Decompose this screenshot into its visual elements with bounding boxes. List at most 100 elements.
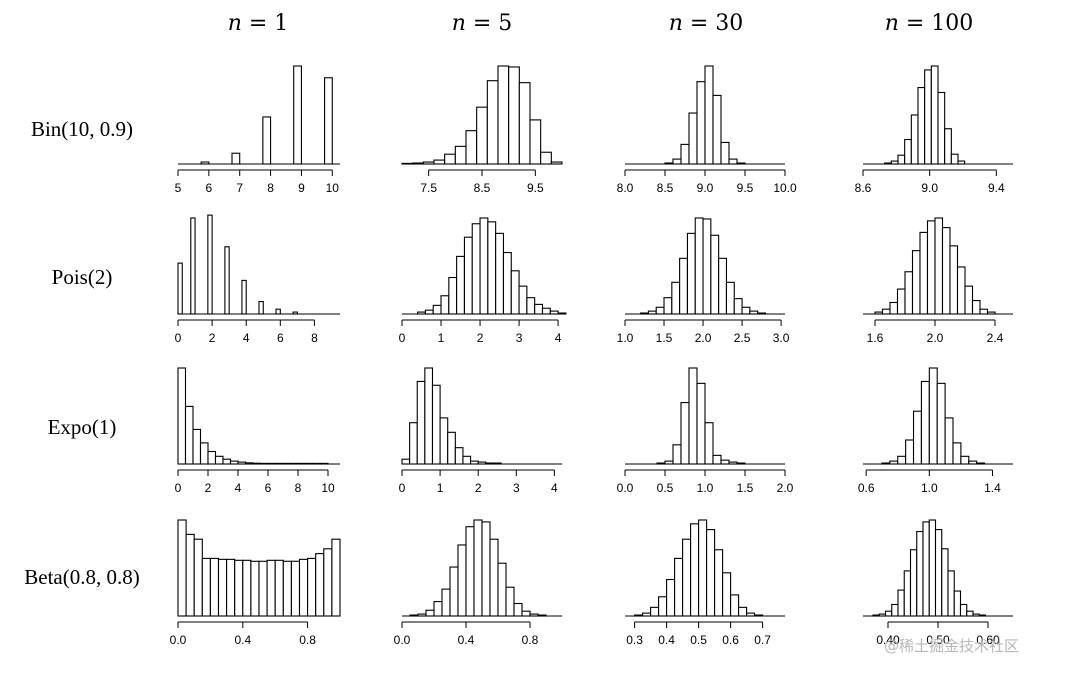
histogram-panel: 0.0 0.4 0.8 xyxy=(170,519,341,647)
histogram-bar xyxy=(944,128,952,165)
x-tick-label: 0.6 xyxy=(858,481,875,495)
histogram-bar xyxy=(704,422,714,465)
x-tick-label: 6 xyxy=(206,181,213,195)
histogram-bar xyxy=(409,422,418,465)
histogram-bar xyxy=(725,281,735,315)
histogram-bar xyxy=(250,560,260,617)
histogram-bar xyxy=(702,218,712,315)
histogram-bar xyxy=(416,380,426,465)
histogram-bar xyxy=(508,66,520,165)
column-title-equals: = xyxy=(683,11,715,36)
x-tick-label: 1.5 xyxy=(656,331,673,345)
histogram-bar xyxy=(513,602,523,617)
histogram-bar xyxy=(679,257,688,315)
x-tick-label: 9 xyxy=(298,181,305,195)
x-tick-label: 0.40 xyxy=(876,633,900,647)
histogram-bar xyxy=(439,417,449,465)
histogram-bar xyxy=(722,572,732,617)
histogram-bar xyxy=(226,558,236,617)
histogram-bar xyxy=(688,367,698,465)
histogram-bar xyxy=(917,87,926,165)
histogram-panel: 0 2 4 6 8 10 xyxy=(175,367,340,495)
x-tick-label: 0.4 xyxy=(234,633,251,647)
x-tick-label: 0 xyxy=(175,481,182,495)
histogram-bar xyxy=(324,77,333,165)
histogram-bar xyxy=(903,570,912,617)
histogram-panel: 0 1 2 3 4 xyxy=(399,367,562,495)
x-tick-label: 1.0 xyxy=(921,481,938,495)
histogram-bar xyxy=(201,557,211,617)
histogram-bar xyxy=(258,300,264,315)
histogram-bar xyxy=(444,153,456,165)
histogram-bar xyxy=(937,91,946,165)
x-tick-label: 2 xyxy=(205,481,212,495)
histogram-bar xyxy=(541,307,551,315)
histogram-bar xyxy=(479,217,489,315)
histogram-bar xyxy=(666,578,676,617)
histogram-bar xyxy=(694,217,704,315)
x-tick-label: 9.5 xyxy=(527,181,544,195)
histogram-panel: 0.6 1.0 1.4 xyxy=(858,367,1013,495)
histogram-panel: 0.0 0.5 1.0 1.5 2.0 xyxy=(617,367,794,495)
histogram-bar xyxy=(922,521,930,617)
histogram-panel: 1.6 2.0 2.4 xyxy=(863,217,1013,345)
histogram-bar xyxy=(911,250,921,315)
histogram-bar xyxy=(971,300,981,315)
histogram-bar xyxy=(718,257,728,315)
column-title-value: 5 xyxy=(498,11,512,36)
column-title-value: 100 xyxy=(931,11,973,36)
histogram-bar xyxy=(307,557,317,617)
x-tick-label: 9.5 xyxy=(737,181,754,195)
x-tick-label: 3.0 xyxy=(773,331,790,345)
x-tick-label: 4 xyxy=(555,331,562,345)
histogram-bar xyxy=(896,288,906,315)
histogram-bar xyxy=(518,285,528,315)
histogram-bar xyxy=(275,308,281,315)
x-tick-label: 1.0 xyxy=(697,481,714,495)
column-title-value: 30 xyxy=(715,11,743,36)
histogram-bar xyxy=(424,309,434,315)
x-tick-label: 9.4 xyxy=(988,181,1005,195)
histogram-bar xyxy=(710,234,720,315)
histogram-bar xyxy=(682,538,692,617)
histogram-bar xyxy=(712,94,722,165)
histogram-bar xyxy=(671,281,681,315)
histogram-bar xyxy=(192,428,202,465)
histogram-bar xyxy=(738,606,748,617)
histogram-bar xyxy=(959,603,968,617)
x-tick-label: 0.6 xyxy=(722,633,739,647)
x-tick-label: 2.5 xyxy=(734,331,751,345)
histogram-bar xyxy=(686,232,696,315)
histogram-bar xyxy=(672,158,682,165)
histogram-bar xyxy=(884,610,893,617)
histogram-bar xyxy=(891,603,899,617)
histogram-bar xyxy=(952,442,962,465)
histogram-bar xyxy=(433,601,443,617)
x-tick-label: 8 xyxy=(311,331,318,345)
histogram-bar xyxy=(934,217,944,315)
histogram-panel: 5 6 7 8 9 10 xyxy=(175,65,340,195)
histogram-bar xyxy=(457,544,467,617)
histogram-bar xyxy=(950,153,959,165)
histogram-panel: 8.6 9.0 9.4 xyxy=(855,65,1013,195)
histogram-bar xyxy=(928,367,938,465)
histogram-bar xyxy=(680,402,690,465)
histogram-bar xyxy=(526,297,536,315)
histogram-bar xyxy=(897,589,905,617)
histogram-bar xyxy=(315,553,325,617)
x-tick-label: 5 xyxy=(175,181,182,195)
histogram-panel: 7.5 8.5 9.5 xyxy=(401,65,563,195)
histogram-bar xyxy=(688,112,698,165)
x-tick-label: 6 xyxy=(265,481,272,495)
histogram-bar xyxy=(456,255,465,315)
x-tick-label: 4 xyxy=(551,481,558,495)
histogram-bar xyxy=(944,417,954,465)
row-labels: Bin(10, 0.9) Pois(2) Expo(1) Beta(0.8, 0.8) xyxy=(24,117,139,589)
x-tick-label: 2 xyxy=(209,331,216,345)
histogram-bar xyxy=(473,519,483,617)
histogram-panel: 0 1 2 3 4 xyxy=(399,217,567,345)
histogram-bar xyxy=(323,548,333,617)
histogram-bar xyxy=(714,549,724,617)
